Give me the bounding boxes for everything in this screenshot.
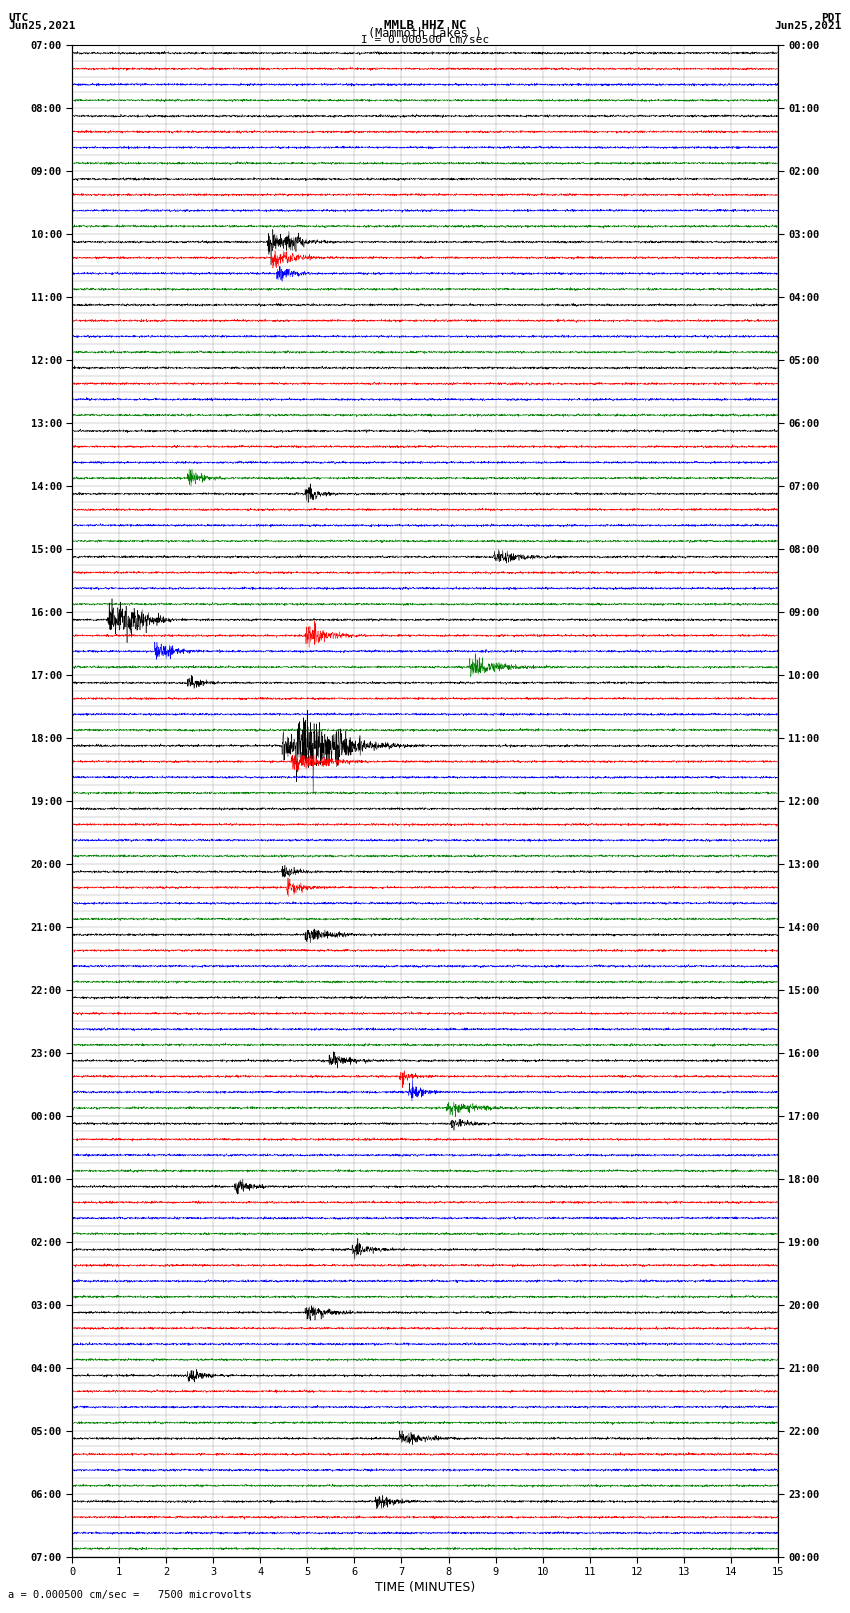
Text: PDT: PDT	[821, 13, 842, 23]
Text: Jun25,2021: Jun25,2021	[8, 21, 76, 31]
X-axis label: TIME (MINUTES): TIME (MINUTES)	[375, 1581, 475, 1594]
Text: (Mammoth Lakes ): (Mammoth Lakes )	[368, 27, 482, 40]
Text: I = 0.000500 cm/sec: I = 0.000500 cm/sec	[361, 35, 489, 45]
Text: UTC: UTC	[8, 13, 29, 23]
Text: a = 0.000500 cm/sec =   7500 microvolts: a = 0.000500 cm/sec = 7500 microvolts	[8, 1590, 252, 1600]
Text: Jun25,2021: Jun25,2021	[774, 21, 842, 31]
Text: MMLB HHZ NC: MMLB HHZ NC	[383, 19, 467, 32]
